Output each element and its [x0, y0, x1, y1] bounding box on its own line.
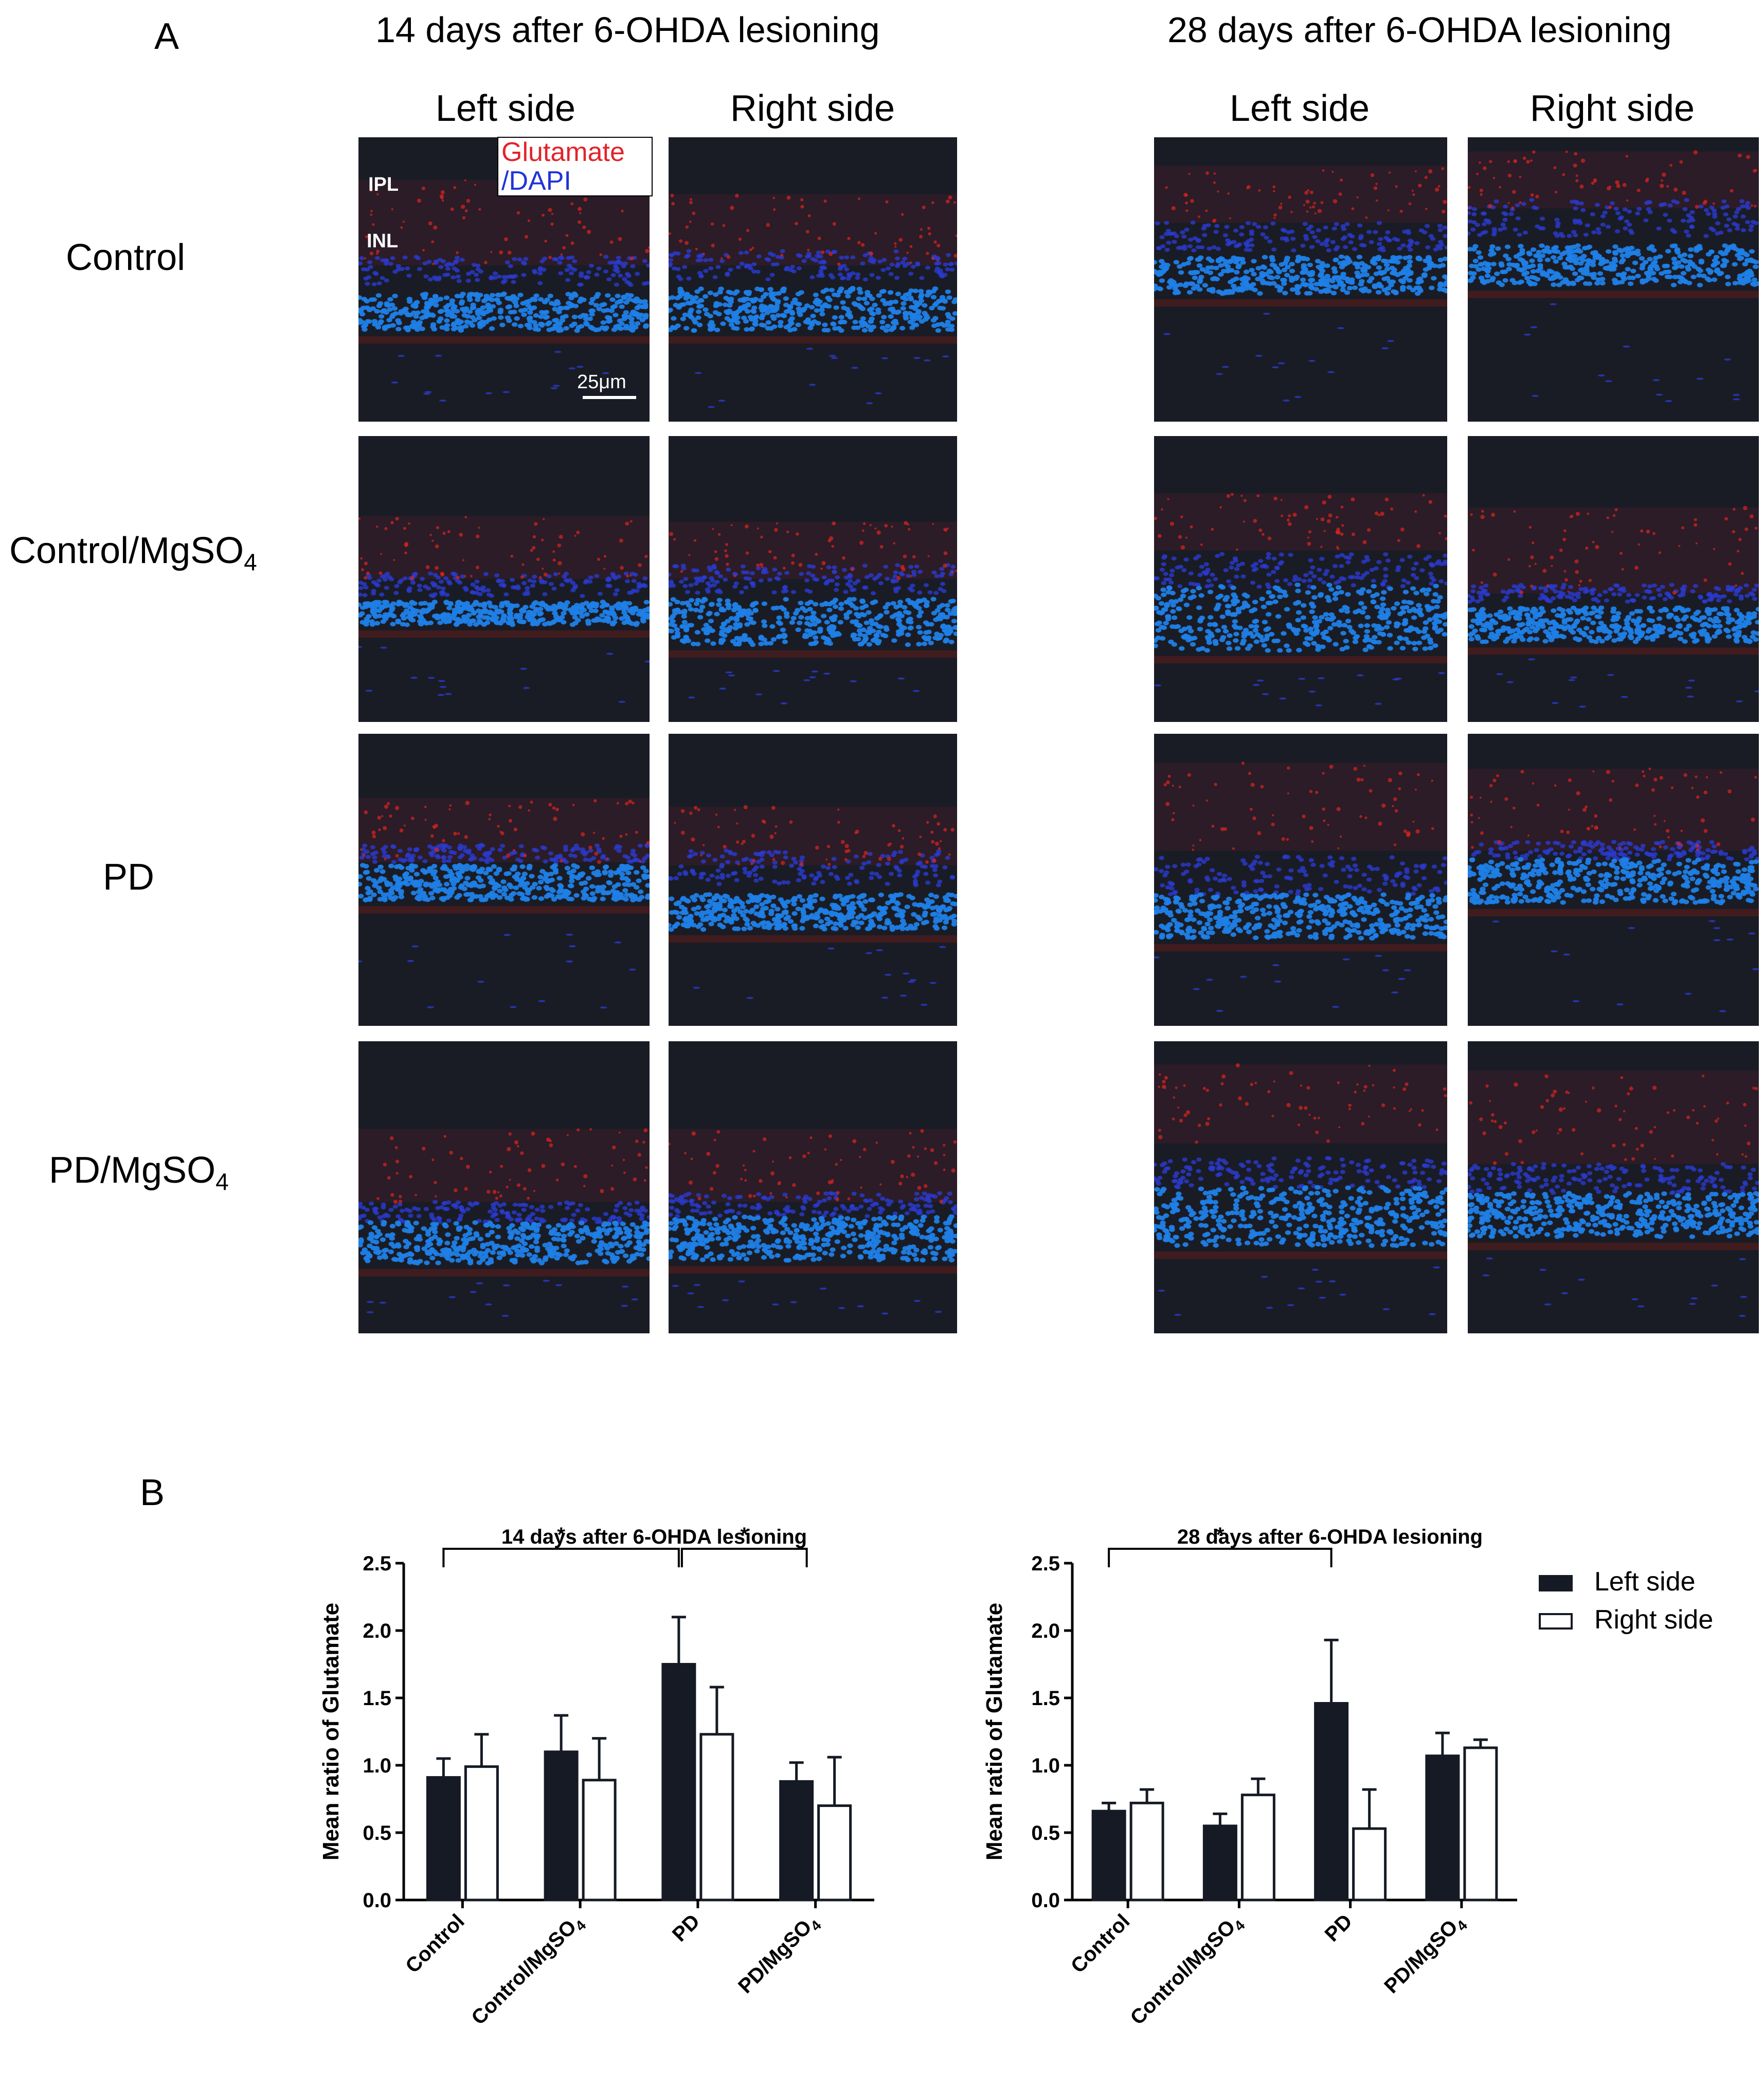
bar-right-0	[464, 1765, 499, 1902]
y-axis-label: Mean ratio of Glutamate	[318, 1603, 344, 1860]
y-axis-label: Mean ratio of Glutamate	[982, 1603, 1007, 1860]
y-tick-label: 2.5	[363, 1552, 391, 1575]
significance-marker: *	[740, 1524, 748, 1546]
y-tick-label: 2.0	[1031, 1620, 1060, 1642]
significance-bracket	[680, 1548, 808, 1567]
legend-swatch-right-side	[1539, 1613, 1576, 1633]
bar-right-2	[1352, 1827, 1387, 1902]
row-label-pd: PD	[103, 857, 155, 898]
y-tick-label: 2.5	[1031, 1552, 1060, 1575]
y-tick-label: 2.0	[363, 1620, 391, 1642]
micrograph-tile	[1154, 1041, 1447, 1333]
significance-bracket	[1108, 1548, 1333, 1567]
micrograph-tile	[669, 436, 957, 722]
x-tick-label: Control/MgSO4	[1126, 1910, 1248, 2032]
scale-bar	[583, 396, 636, 399]
bar-right-0	[1129, 1801, 1164, 1902]
bar-left-0	[426, 1776, 461, 1902]
x-tick-label: Control	[401, 1910, 469, 1978]
bar-right-3	[1463, 1746, 1498, 1902]
group-14-right-side-label: Right side	[730, 88, 895, 129]
panel-b-letter: B	[140, 1472, 165, 1513]
y-tick-label: 1.5	[1031, 1687, 1060, 1710]
chart-title: 28 days after 6-OHDA lesioning	[1177, 1526, 1483, 1548]
micrograph-tile	[358, 436, 650, 722]
y-tick-label: 1.0	[1031, 1754, 1060, 1777]
micrograph-tile	[358, 734, 650, 1026]
significance-marker: *	[1216, 1524, 1225, 1546]
stain-legend-dapi: DAPI	[509, 166, 571, 196]
chart-28-days: 28 days after 6-OHDA lesioning Mean ratio…	[982, 1524, 1517, 2032]
micrograph-tile	[1154, 137, 1447, 422]
significance-bracket	[442, 1548, 680, 1567]
x-tick-label: PD/MgSO4	[1380, 1910, 1470, 2000]
bar-left-2	[661, 1663, 696, 1902]
micrograph-tile	[1468, 1041, 1759, 1333]
legend-label-right-side: Right side	[1594, 1605, 1714, 1635]
micrograph-tile	[669, 734, 957, 1026]
row-label-control-mgso4: Control/MgSO4	[9, 530, 257, 575]
micrograph-tile	[1468, 734, 1759, 1026]
x-tick-label: Control/MgSO4	[467, 1910, 589, 2032]
bar-right-3	[817, 1804, 852, 1902]
y-tick-label: 1.5	[363, 1687, 391, 1710]
micrograph-tile	[1154, 734, 1447, 1026]
bar-left-1	[1202, 1824, 1237, 1902]
bar-left-0	[1091, 1809, 1126, 1902]
y-tick-label: 0.0	[363, 1889, 391, 1912]
x-tick-label: PD	[668, 1910, 704, 1946]
y-tick-label: 0.0	[1031, 1889, 1060, 1912]
legend-swatch-left-side	[1539, 1575, 1576, 1595]
micrograph-tile	[1154, 436, 1447, 722]
stain-legend-glutamate: Glutamate	[501, 137, 625, 167]
significance-marker: *	[557, 1524, 565, 1546]
micrograph-tile	[1468, 436, 1759, 722]
bar-left-2	[1314, 1702, 1349, 1902]
row-label-control: Control	[66, 237, 186, 278]
scale-bar-label: 25μm	[577, 371, 626, 393]
x-tick-label: PD/MgSO4	[734, 1910, 824, 2000]
y-tick-label: 1.0	[363, 1754, 391, 1777]
micrograph-tile	[1468, 137, 1759, 422]
bar-left-3	[1425, 1754, 1460, 1902]
bar-right-1	[1240, 1794, 1275, 1902]
bar-left-1	[544, 1750, 579, 1902]
group-14-left-side-label: Left side	[435, 88, 576, 129]
y-tick-label: 0.5	[363, 1822, 391, 1844]
x-tick-label: PD	[1321, 1910, 1357, 1946]
group-28-title: 28 days after 6-OHDA lesioning	[1167, 10, 1672, 50]
y-tick-label: 0.5	[1031, 1822, 1060, 1844]
inl-layer-label: INL	[367, 230, 399, 252]
ipl-layer-label: IPL	[368, 174, 399, 195]
micrograph-tile	[669, 1041, 957, 1333]
x-tick-label: Control	[1067, 1910, 1135, 1978]
micrograph-tile	[669, 137, 957, 422]
bar-right-2	[699, 1733, 734, 1902]
chart-title: 14 days after 6-OHDA lesioning	[501, 1526, 807, 1548]
group-28-right-side-label: Right side	[1529, 88, 1695, 129]
row-label-pd-mgso4: PD/MgSO4	[49, 1150, 229, 1195]
micrograph-tile	[358, 1041, 650, 1333]
group-28-left-side-label: Left side	[1229, 88, 1370, 129]
bar-left-3	[779, 1780, 814, 1902]
legend-label-left-side: Left side	[1594, 1567, 1696, 1597]
chart-14-days: 14 days after 6-OHDA lesioning Mean ratio…	[318, 1524, 874, 2032]
stain-legend-slash: /	[501, 166, 509, 196]
panel-a-letter: A	[154, 16, 179, 57]
stain-legend: Glutamate /DAPI	[497, 137, 653, 196]
bar-right-1	[582, 1779, 617, 1902]
group-14-title: 14 days after 6-OHDA lesioning	[375, 10, 880, 50]
